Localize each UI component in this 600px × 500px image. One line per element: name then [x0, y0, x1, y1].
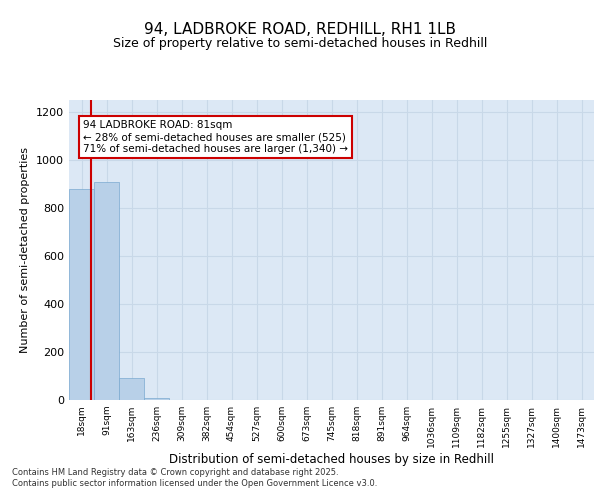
- Text: 94 LADBROKE ROAD: 81sqm
← 28% of semi-detached houses are smaller (525)
71% of s: 94 LADBROKE ROAD: 81sqm ← 28% of semi-de…: [83, 120, 348, 154]
- Text: 94, LADBROKE ROAD, REDHILL, RH1 1LB: 94, LADBROKE ROAD, REDHILL, RH1 1LB: [144, 22, 456, 38]
- Bar: [144, 398, 169, 400]
- Bar: [94, 182, 119, 400]
- Text: Contains HM Land Registry data © Crown copyright and database right 2025.
Contai: Contains HM Land Registry data © Crown c…: [12, 468, 377, 487]
- Y-axis label: Number of semi-detached properties: Number of semi-detached properties: [20, 147, 31, 353]
- X-axis label: Distribution of semi-detached houses by size in Redhill: Distribution of semi-detached houses by …: [169, 452, 494, 466]
- Bar: [69, 189, 94, 400]
- Bar: [119, 378, 144, 400]
- Text: Size of property relative to semi-detached houses in Redhill: Size of property relative to semi-detach…: [113, 38, 487, 51]
